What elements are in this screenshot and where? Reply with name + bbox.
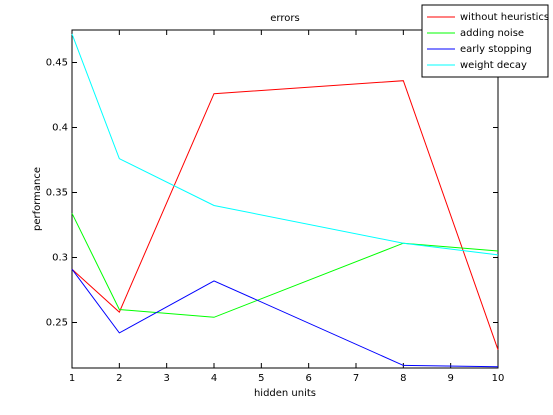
x-tick-label: 1 <box>69 373 75 384</box>
legend-label: weight decay <box>460 60 527 71</box>
plot-area <box>71 29 499 369</box>
x-tick-label: 8 <box>400 373 406 384</box>
y-axis-label: performance <box>32 167 43 231</box>
y-tick-label: 0.35 <box>46 188 68 199</box>
legend-label: without heuristics <box>460 12 549 23</box>
series-line <box>71 213 499 318</box>
x-tick-label: 5 <box>258 373 264 384</box>
x-tick-label: 9 <box>447 373 453 384</box>
legend-label: adding noise <box>460 28 524 39</box>
y-tick-label: 0.25 <box>46 318 68 329</box>
y-tick-label: 0.3 <box>52 253 68 264</box>
chart-title: errors <box>270 13 299 24</box>
x-tick-label: 4 <box>211 373 217 384</box>
y-tick-label: 0.45 <box>46 58 68 69</box>
x-tick-label: 2 <box>116 373 122 384</box>
x-tick-label: 6 <box>305 373 311 384</box>
y-tick-label: 0.4 <box>52 123 68 134</box>
series-line <box>71 268 499 368</box>
x-axis-label: hidden units <box>254 388 316 399</box>
x-tick-label: 3 <box>163 373 169 384</box>
x-tick-label: 7 <box>353 373 359 384</box>
x-tick-label: 10 <box>492 373 505 384</box>
series-line <box>71 33 499 256</box>
legend-label: early stopping <box>460 44 532 55</box>
series-line <box>71 80 499 350</box>
